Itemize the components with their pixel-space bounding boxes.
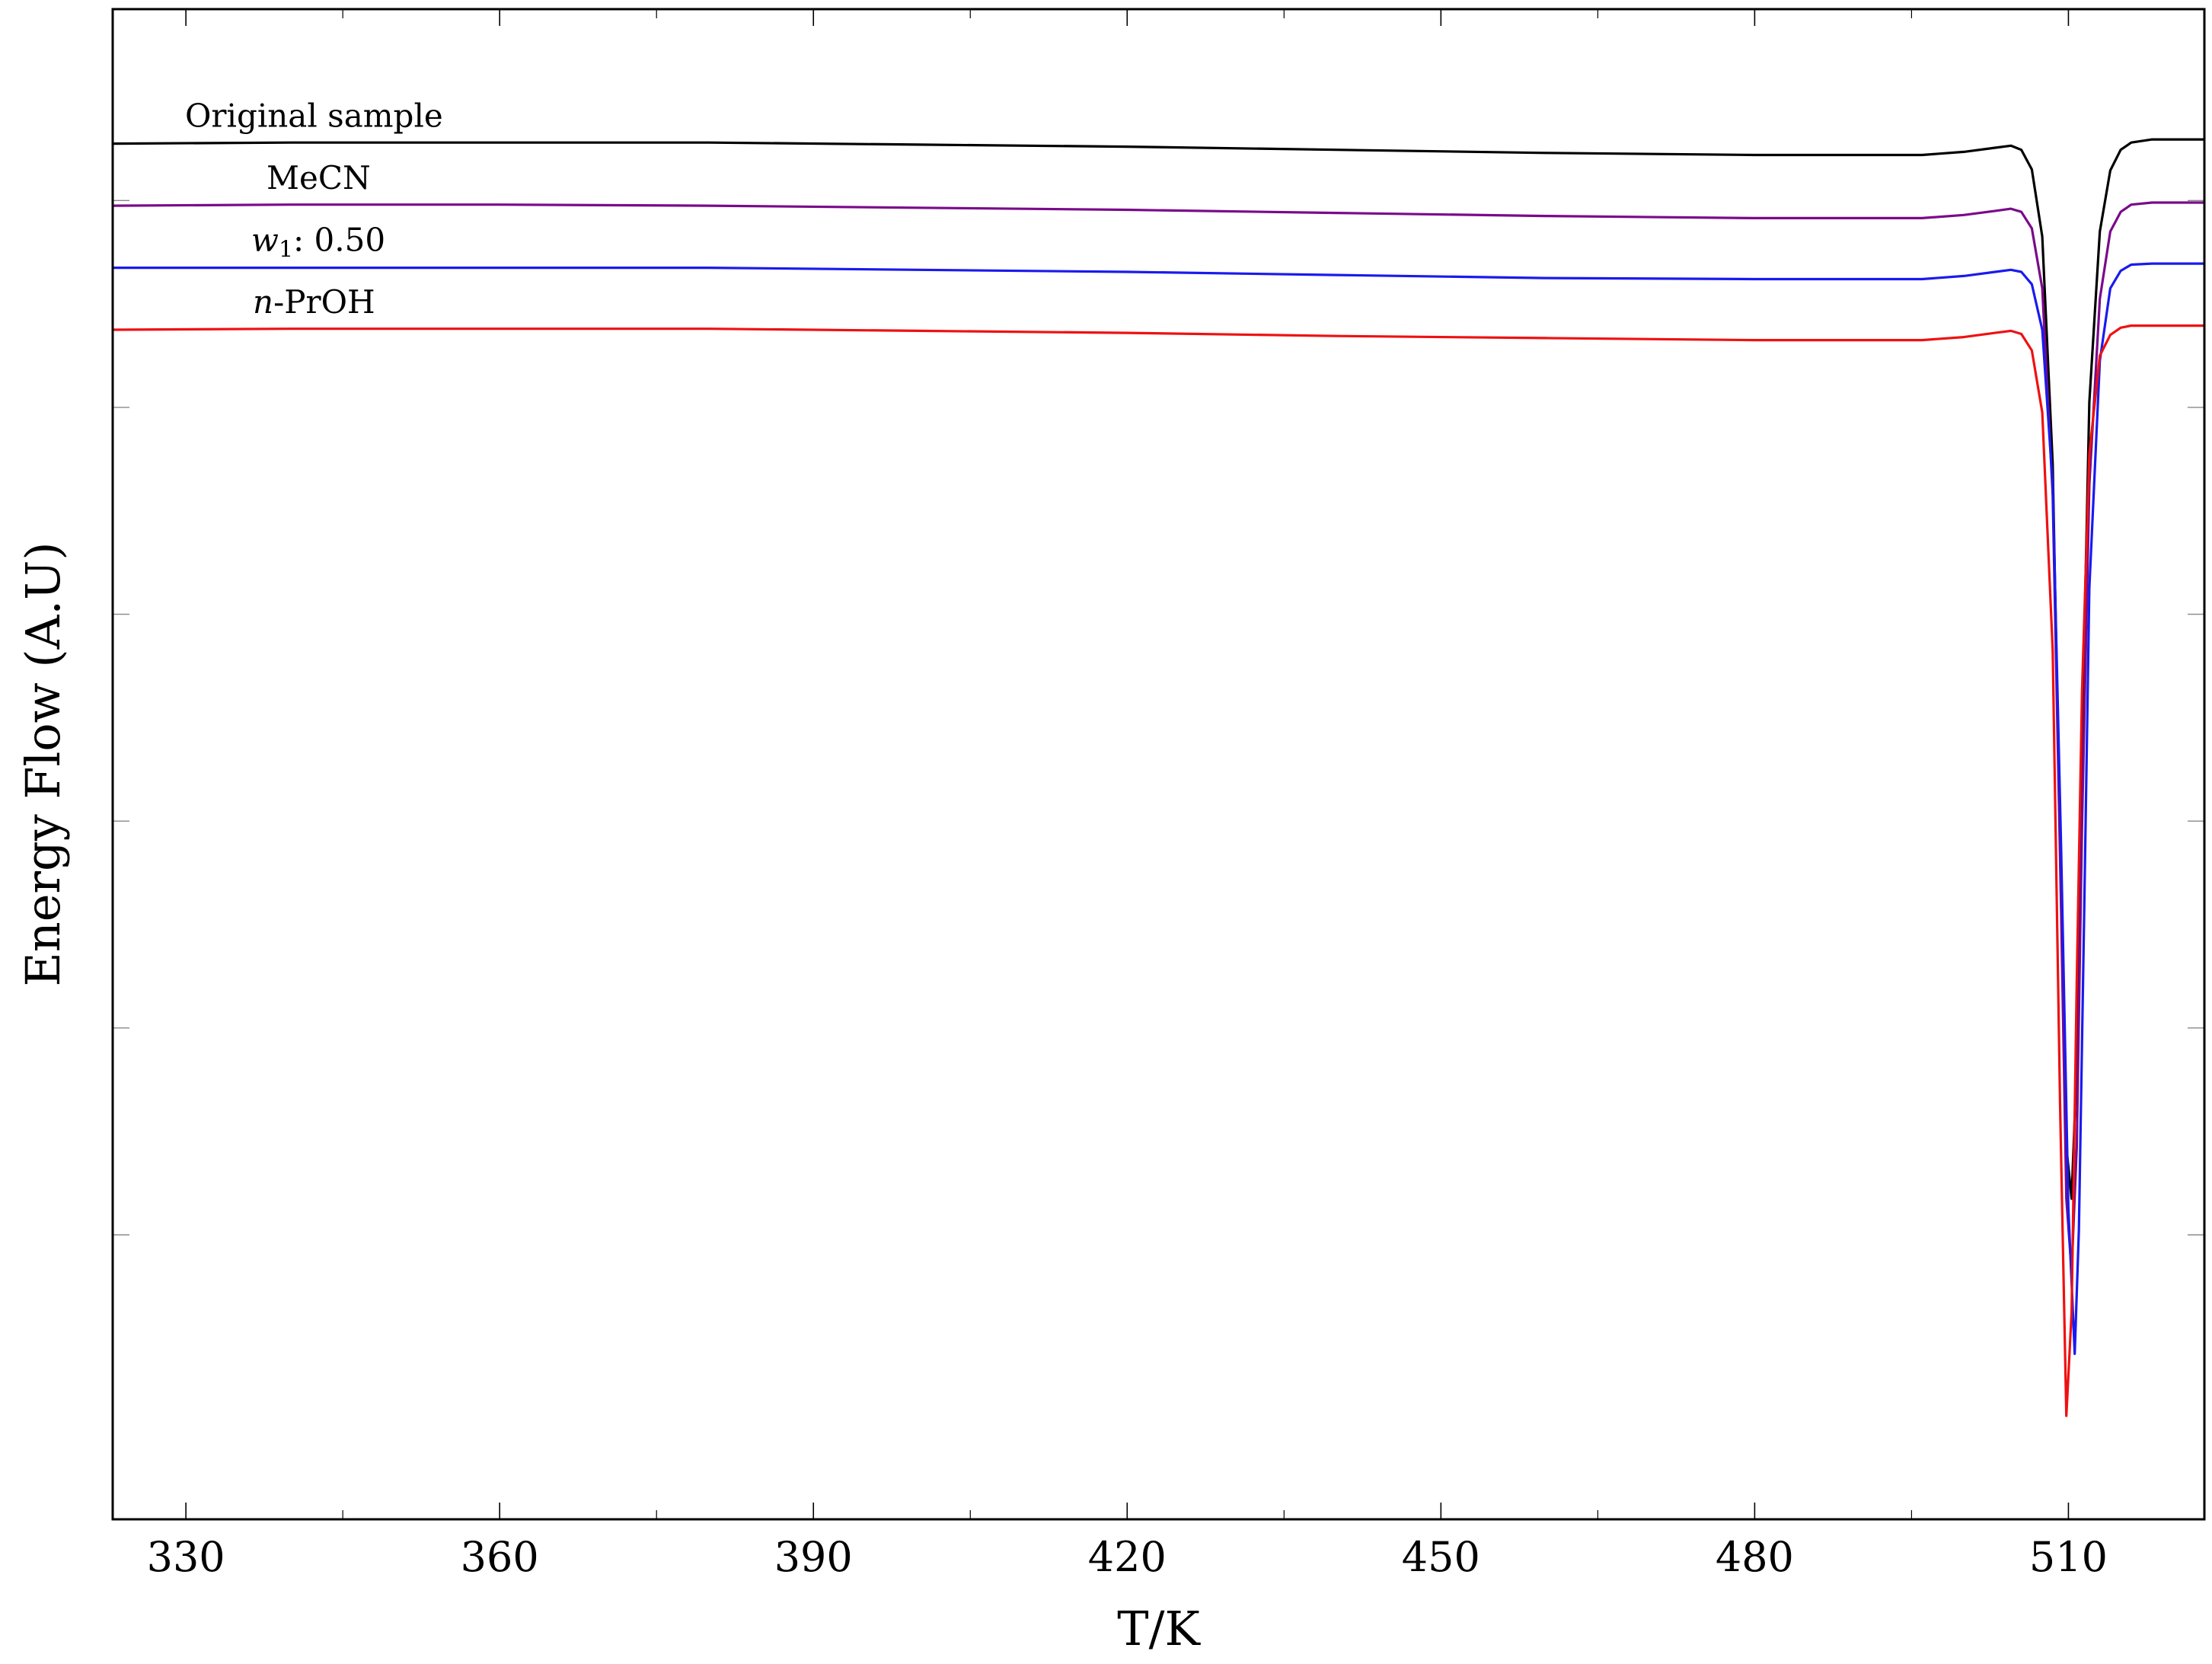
x-tick-label: 390 — [774, 1533, 853, 1581]
x-tick-label: 450 — [1402, 1533, 1480, 1581]
series-label-1: MeCN — [267, 159, 371, 196]
series-labels: Original sample MeCN w1: 0.50 n-PrOH — [185, 97, 443, 321]
x-tick-label: 360 — [461, 1533, 539, 1581]
axis-ticks: 330 360 390 420 450 480 510 — [113, 9, 2204, 1581]
x-axis-title: T/K — [1117, 1601, 1201, 1656]
series-line-1 — [112, 201, 2204, 1273]
x-tick-label: 330 — [147, 1533, 225, 1581]
series-label-0: Original sample — [185, 97, 443, 135]
plot-area-frame — [111, 8, 2206, 1521]
series-line-2 — [113, 262, 2204, 1356]
series-line-3 — [112, 324, 2204, 1417]
series-lines — [112, 138, 2204, 1417]
x-tick-label: 480 — [1716, 1533, 1794, 1581]
series-line-0 — [112, 138, 2204, 1200]
x-tick-label: 420 — [1088, 1533, 1167, 1581]
series-label-3: n-PrOH — [253, 283, 375, 321]
y-axis-title: Energy Flow (A.U) — [15, 541, 71, 986]
series-label-2: w1: 0.50 — [251, 222, 385, 263]
x-tick-label: 510 — [2029, 1533, 2108, 1581]
